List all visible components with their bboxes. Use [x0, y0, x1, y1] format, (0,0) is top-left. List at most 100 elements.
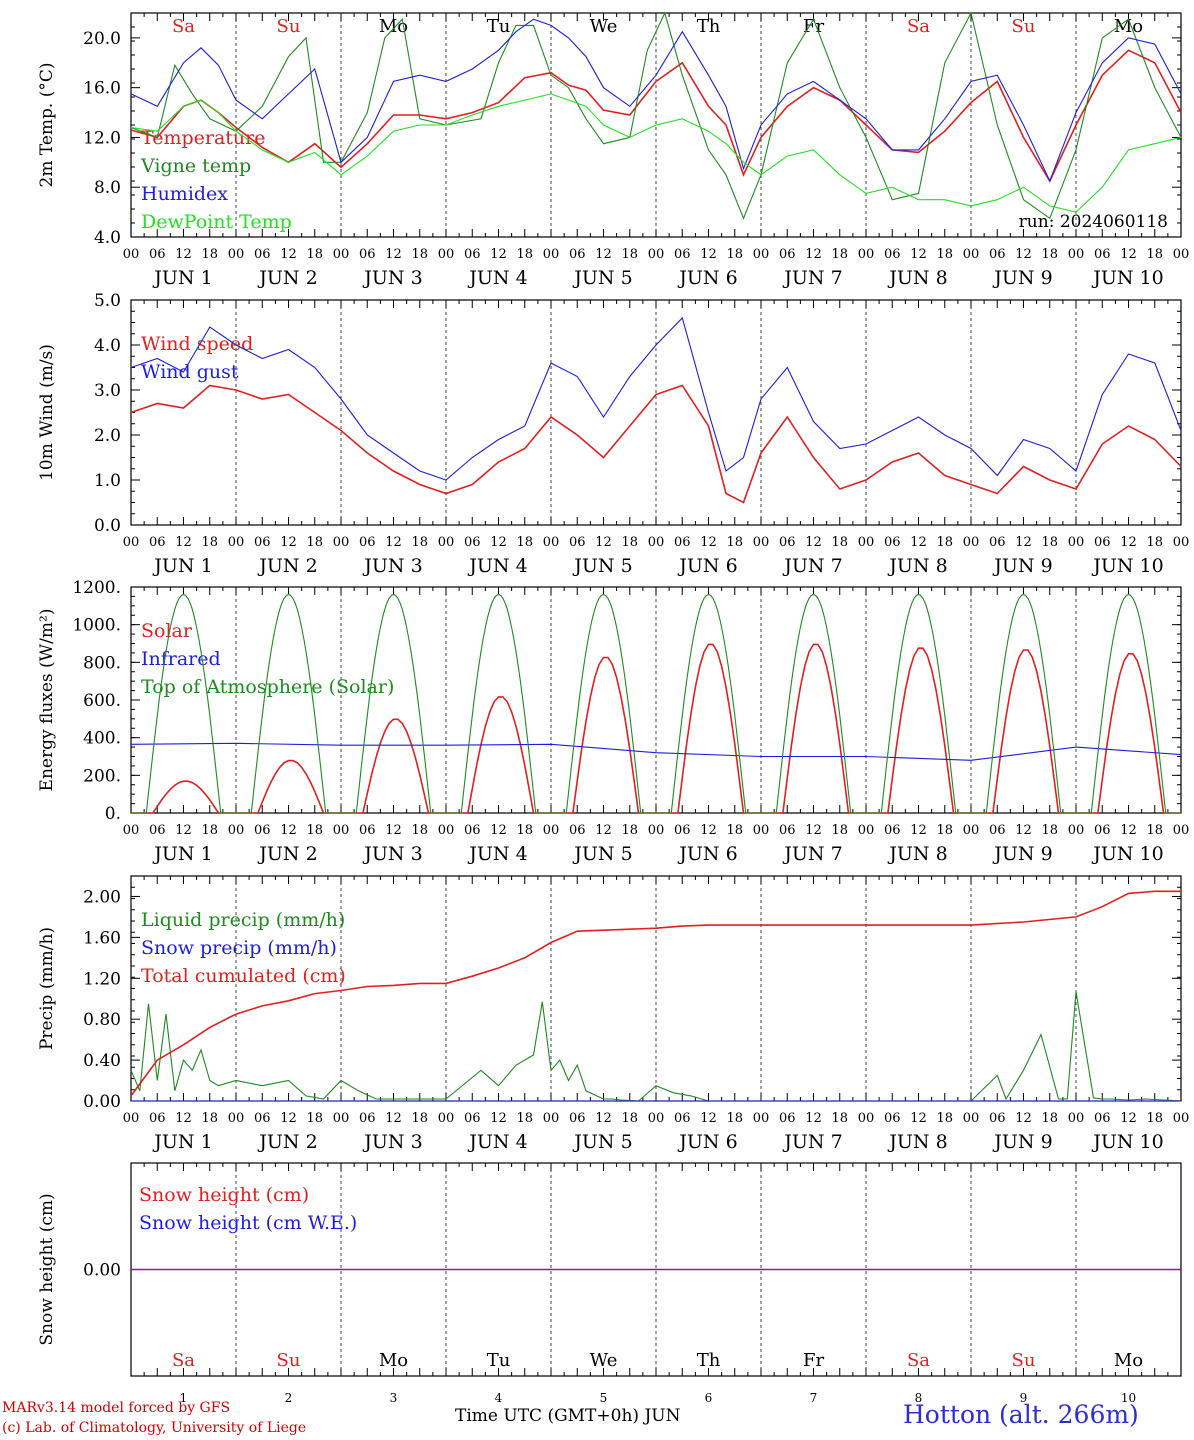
hour-label: 12 — [595, 823, 612, 838]
date-label: JUN 8 — [887, 267, 947, 289]
hour-label: 00 — [1068, 247, 1085, 262]
hour-label: 12 — [1015, 1111, 1032, 1126]
weekday-label: Mo — [379, 1350, 408, 1371]
hour-label: 06 — [884, 1111, 901, 1126]
day-number-label: 7 — [810, 1391, 818, 1405]
y-tick-label: 20.0 — [83, 29, 121, 49]
date-label: JUN 7 — [782, 267, 842, 289]
lab-credit: (c) Lab. of Climatology, University of L… — [2, 1420, 307, 1436]
date-label: JUN 6 — [677, 555, 737, 577]
hour-label: 00 — [123, 823, 140, 838]
hour-label: 12 — [805, 1111, 822, 1126]
date-label: JUN 4 — [467, 267, 527, 289]
series-line-total-cumulated-cm- — [130, 890, 1181, 1097]
legend-entry: Solar — [141, 620, 193, 642]
hour-label: 18 — [1041, 823, 1058, 838]
date-label: JUN 2 — [257, 843, 317, 865]
panel-2: 0.0 1.0 2.0 3.0 4.0 5.0 10m Wind (m/s) 00 06 12 18… — [37, 291, 1189, 577]
y-tick-label: 0. — [105, 804, 121, 824]
hour-label: 18 — [411, 535, 428, 550]
hour-label: 06 — [779, 247, 796, 262]
hour-label: 06 — [989, 247, 1006, 262]
hour-label: 18 — [306, 535, 323, 550]
date-label: JUN 3 — [362, 267, 422, 289]
day-number-label: 2 — [285, 1391, 293, 1405]
hour-label: 06 — [1094, 247, 1111, 262]
date-label: JUN 10 — [1091, 267, 1163, 289]
hour-label: 00 — [543, 823, 560, 838]
hour-label: 18 — [201, 1111, 218, 1126]
hour-label: 00 — [858, 535, 875, 550]
hour-label: 06 — [254, 823, 271, 838]
hour-label: 00 — [438, 1111, 455, 1126]
hour-label: 06 — [989, 1111, 1006, 1126]
panel-frame — [130, 299, 1182, 526]
hour-label: 06 — [359, 823, 376, 838]
hour-label: 06 — [989, 535, 1006, 550]
panel-3: 0. 200. 400. 600. 800. 1000. 1200. Energy fluxe… — [37, 578, 1189, 865]
date-label: JUN 4 — [467, 555, 527, 577]
hour-label: 06 — [569, 823, 586, 838]
hour-label: 00 — [858, 1111, 875, 1126]
date-label: JUN 7 — [782, 1131, 842, 1153]
date-label: JUN 4 — [467, 1131, 527, 1153]
date-label: JUN 9 — [992, 1131, 1052, 1153]
hour-label: 06 — [359, 535, 376, 550]
hour-label: 06 — [674, 247, 691, 262]
hour-label: 00 — [438, 535, 455, 550]
date-label: JUN 10 — [1091, 555, 1163, 577]
date-label: JUN 3 — [362, 843, 422, 865]
hour-label: 12 — [595, 1111, 612, 1126]
weekday-label: Mo — [1114, 16, 1143, 37]
weekday-label: Sa — [172, 1350, 195, 1371]
hour-label: 00 — [438, 247, 455, 262]
hour-label: 18 — [201, 823, 218, 838]
hour-label: 00 — [753, 247, 770, 262]
hour-label: 18 — [936, 535, 953, 550]
day-number-label: 4 — [495, 1391, 503, 1405]
hour-label: 18 — [1041, 535, 1058, 550]
hour-label: 00 — [753, 823, 770, 838]
hour-label: 00 — [963, 535, 980, 550]
hour-label: 18 — [936, 823, 953, 838]
hour-label: 12 — [700, 1111, 717, 1126]
hour-label: 12 — [700, 247, 717, 262]
series-line-wind-gust — [130, 316, 1182, 481]
hour-label: 00 — [648, 247, 665, 262]
hour-label: 00 — [648, 1111, 665, 1126]
hour-label: 00 — [963, 823, 980, 838]
legend-entry: Snow height (cm) — [139, 1184, 309, 1206]
hour-label: 12 — [175, 535, 192, 550]
hour-label: 18 — [411, 247, 428, 262]
hour-label: 00 — [228, 535, 245, 550]
hour-label: 00 — [123, 1111, 140, 1126]
date-label: JUN 1 — [152, 1131, 212, 1153]
hour-label: 18 — [411, 823, 428, 838]
legend-entry: Humidex — [141, 183, 228, 205]
hour-label: 12 — [595, 535, 612, 550]
hour-label: 06 — [674, 823, 691, 838]
date-label: JUN 10 — [1091, 1131, 1163, 1153]
date-label: JUN 8 — [887, 843, 947, 865]
hour-label: 06 — [569, 535, 586, 550]
hour-label: 06 — [149, 247, 166, 262]
y-tick-label: 3.0 — [94, 381, 121, 401]
hour-label: 12 — [1120, 535, 1137, 550]
hour-label: 00 — [123, 535, 140, 550]
hour-label: 00 — [1173, 1111, 1190, 1126]
date-label: JUN 2 — [257, 555, 317, 577]
hour-label: 12 — [700, 535, 717, 550]
panel-1: 4.0 8.0 12.0 16.0 20.0 2m Temp. (°C) 00 06 12 18 J… — [37, 11, 1189, 289]
day-number-label: 8 — [915, 1391, 923, 1405]
y-tick-label: 1.60 — [83, 928, 121, 948]
hour-label: 06 — [149, 823, 166, 838]
date-label: JUN 6 — [677, 843, 737, 865]
hour-label: 12 — [280, 535, 297, 550]
hour-label: 12 — [385, 535, 402, 550]
hour-label: 00 — [228, 823, 245, 838]
hour-label: 12 — [175, 823, 192, 838]
hour-label: 12 — [280, 1111, 297, 1126]
hour-label: 06 — [254, 247, 271, 262]
day-number-label: 5 — [600, 1391, 608, 1405]
legend-entry: Wind speed — [141, 333, 253, 355]
